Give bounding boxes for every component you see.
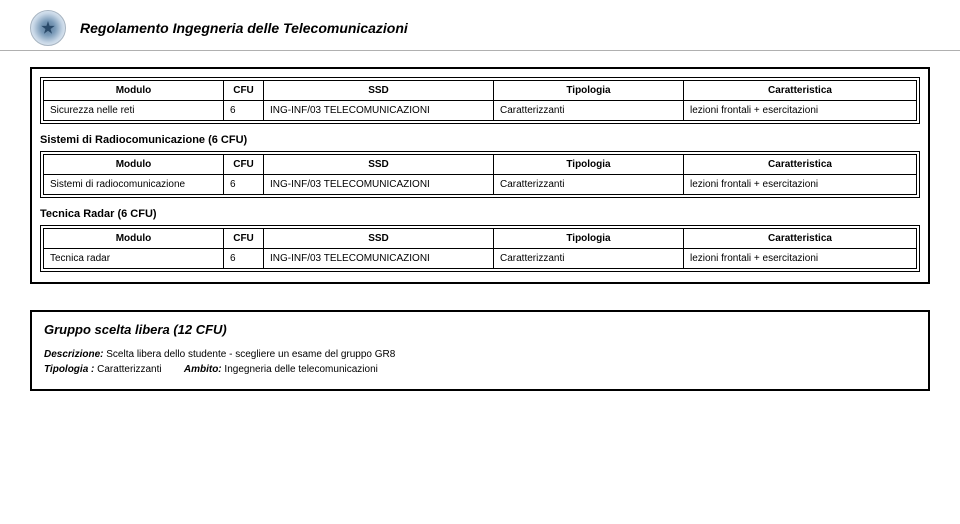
- table-row: Sicurezza nelle reti 6 ING-INF/03 TELECO…: [44, 101, 917, 121]
- col-header-cfu: CFU: [224, 81, 264, 101]
- table-row: Sistemi di radiocomunicazione 6 ING-INF/…: [44, 175, 917, 195]
- table-header-row: Modulo CFU SSD Tipologia Caratteristica: [44, 155, 917, 175]
- col-header-caratteristica: Caratteristica: [684, 155, 917, 175]
- section-title-3: Tecnica Radar (6 CFU): [40, 208, 920, 220]
- table-header-row: Modulo CFU SSD Tipologia Caratteristica: [44, 81, 917, 101]
- col-header-cfu: CFU: [224, 229, 264, 249]
- cell-caratteristica: lezioni frontali + esercitazioni: [684, 101, 917, 121]
- col-header-caratteristica: Caratteristica: [684, 229, 917, 249]
- logo-icon: [30, 10, 66, 46]
- table-wrap-3: Modulo CFU SSD Tipologia Caratteristica …: [40, 225, 920, 272]
- tables-block: Modulo CFU SSD Tipologia Caratteristica …: [30, 67, 930, 284]
- table-header-row: Modulo CFU SSD Tipologia Caratteristica: [44, 229, 917, 249]
- ambito-text: Ingegneria delle telecomunicazioni: [222, 364, 378, 375]
- tipologia-text: Caratterizzanti: [94, 364, 161, 375]
- col-header-tipologia: Tipologia: [494, 81, 684, 101]
- cell-cfu: 6: [224, 101, 264, 121]
- col-header-ssd: SSD: [264, 81, 494, 101]
- module-table-3: Modulo CFU SSD Tipologia Caratteristica …: [43, 228, 917, 269]
- cell-tipologia: Caratterizzanti: [494, 249, 684, 269]
- cell-caratteristica: lezioni frontali + esercitazioni: [684, 175, 917, 195]
- col-header-cfu: CFU: [224, 155, 264, 175]
- col-header-modulo: Modulo: [44, 81, 224, 101]
- cell-caratteristica: lezioni frontali + esercitazioni: [684, 249, 917, 269]
- col-header-modulo: Modulo: [44, 229, 224, 249]
- cell-cfu: 6: [224, 175, 264, 195]
- section-title-2: Sistemi di Radiocomunicazione (6 CFU): [40, 134, 920, 146]
- page-header: Regolamento Ingegneria delle Telecomunic…: [0, 0, 960, 51]
- cell-tipologia: Caratterizzanti: [494, 175, 684, 195]
- group-description: Descrizione: Scelta libera dello student…: [44, 347, 916, 377]
- col-header-ssd: SSD: [264, 229, 494, 249]
- content-area: Modulo CFU SSD Tipologia Caratteristica …: [0, 51, 960, 391]
- page-title: Regolamento Ingegneria delle Telecomunic…: [80, 20, 408, 36]
- col-header-ssd: SSD: [264, 155, 494, 175]
- tables-inner: Modulo CFU SSD Tipologia Caratteristica …: [34, 71, 926, 280]
- col-header-modulo: Modulo: [44, 155, 224, 175]
- ambito-label: Ambito:: [184, 364, 222, 375]
- desc-label: Descrizione:: [44, 349, 103, 360]
- cell-modulo: Sistemi di radiocomunicazione: [44, 175, 224, 195]
- cell-cfu: 6: [224, 249, 264, 269]
- table-row: Tecnica radar 6 ING-INF/03 TELECOMUNICAZ…: [44, 249, 917, 269]
- cell-tipologia: Caratterizzanti: [494, 101, 684, 121]
- table-wrap-2: Modulo CFU SSD Tipologia Caratteristica …: [40, 151, 920, 198]
- module-table-2: Modulo CFU SSD Tipologia Caratteristica …: [43, 154, 917, 195]
- cell-modulo: Sicurezza nelle reti: [44, 101, 224, 121]
- group-title: Gruppo scelta libera (12 CFU): [44, 322, 916, 337]
- cell-ssd: ING-INF/03 TELECOMUNICAZIONI: [264, 101, 494, 121]
- module-table-1: Modulo CFU SSD Tipologia Caratteristica …: [43, 80, 917, 121]
- col-header-caratteristica: Caratteristica: [684, 81, 917, 101]
- group-box: Gruppo scelta libera (12 CFU) Descrizion…: [30, 310, 930, 391]
- cell-modulo: Tecnica radar: [44, 249, 224, 269]
- col-header-tipologia: Tipologia: [494, 155, 684, 175]
- col-header-tipologia: Tipologia: [494, 229, 684, 249]
- table-wrap-1: Modulo CFU SSD Tipologia Caratteristica …: [40, 77, 920, 124]
- cell-ssd: ING-INF/03 TELECOMUNICAZIONI: [264, 249, 494, 269]
- desc-text: Scelta libera dello studente - scegliere…: [103, 349, 395, 360]
- cell-ssd: ING-INF/03 TELECOMUNICAZIONI: [264, 175, 494, 195]
- tipologia-label: Tipologia :: [44, 364, 94, 375]
